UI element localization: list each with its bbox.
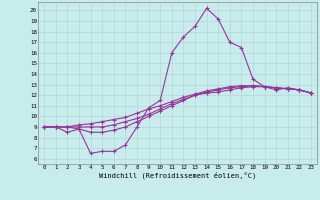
X-axis label: Windchill (Refroidissement éolien,°C): Windchill (Refroidissement éolien,°C) <box>99 172 256 179</box>
